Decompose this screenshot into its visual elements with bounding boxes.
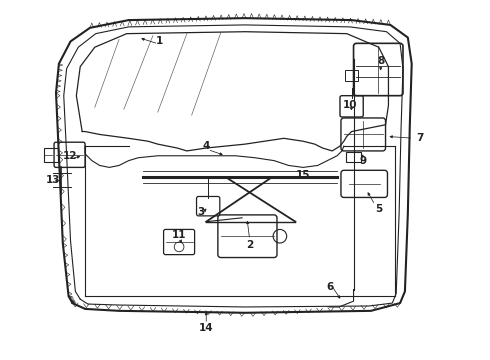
Text: 6: 6 — [327, 282, 334, 292]
Text: 8: 8 — [377, 56, 384, 66]
Text: 12: 12 — [63, 151, 78, 161]
Bar — [45, 148, 58, 162]
Text: 13: 13 — [46, 175, 60, 185]
Bar — [345, 69, 358, 81]
Text: 7: 7 — [416, 133, 423, 143]
Text: 4: 4 — [202, 141, 210, 151]
Text: 14: 14 — [199, 323, 214, 333]
Text: 10: 10 — [343, 100, 357, 111]
Bar — [346, 152, 361, 162]
Text: 11: 11 — [172, 230, 186, 240]
Text: 5: 5 — [375, 204, 382, 214]
Text: 9: 9 — [360, 156, 367, 166]
Text: 15: 15 — [296, 170, 310, 180]
Text: 1: 1 — [156, 36, 163, 46]
Text: 2: 2 — [246, 240, 253, 250]
Text: 3: 3 — [198, 207, 205, 217]
